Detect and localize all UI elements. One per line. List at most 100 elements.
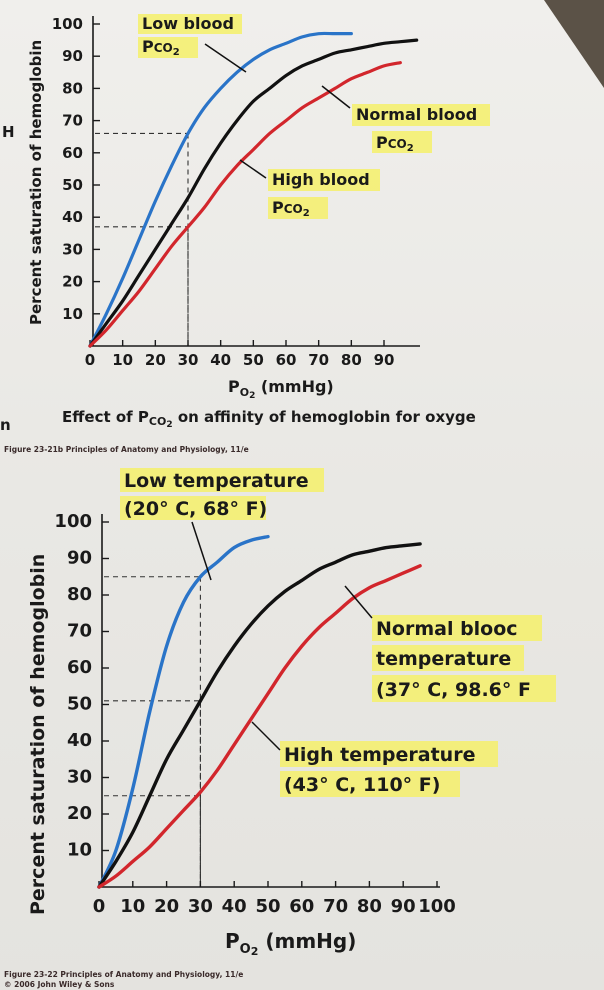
series-line-2 [97,564,422,889]
highlight [372,131,432,153]
x-tick-label: 100 [418,896,456,917]
x-tick-label: 60 [289,896,314,917]
highlight [268,169,380,191]
annotation-leader [191,521,212,581]
x-tick-label: 0 [85,351,95,369]
series-line-0 [88,31,353,348]
annotation-leader [344,585,373,619]
x-tick-label: 70 [323,896,348,917]
annotation-leader [321,85,351,109]
annotation-leader [204,43,247,73]
annotation-normal-temp-line1: Normal blooc [376,618,518,640]
x-tick-label: 20 [154,896,179,917]
x-tick-label: 10 [112,351,133,369]
y-tick-label: 40 [67,730,92,751]
figure-caption-1: Effect of PCO2 on affinity of hemoglobin… [62,408,476,430]
series-line-0 [97,534,270,889]
margin-letter: n [0,416,11,434]
axes [90,16,420,347]
x-tick-label: 30 [188,896,213,917]
y-ticks: 10 20 30 40 50 60 70 80 90 100 [52,15,100,323]
annotation-normal-temp-line3: (37° C, 98.6° F [376,679,531,701]
annotation-high-pco2-line1: High blood [272,170,370,189]
guide-lines [95,132,189,346]
series-line-2 [88,61,402,348]
y-tick-label: 20 [62,273,83,291]
y-tick-label: 90 [62,47,83,65]
x-tick-label: 80 [357,896,382,917]
highlight [268,197,328,219]
annotation-leader [239,159,267,179]
annotation-normal-temp-line2: temperature [376,648,511,670]
x-ticks: 0 10 20 30 40 50 60 70 80 90 100 [93,881,456,917]
highlight [372,675,556,702]
series-line-1 [88,38,419,348]
figure-credit-2: Figure 23-22 Principles of Anatomy and P… [4,970,243,979]
x-tick-label: 10 [120,896,145,917]
y-tick-label: 70 [67,621,92,642]
series-line-1 [97,542,422,889]
y-tick-label: 30 [67,767,92,788]
annotation-high-temp-line2: (43° C, 110° F) [284,774,440,796]
y-tick-label: 80 [62,79,83,97]
y-tick-label: 50 [62,176,83,194]
x-tick-label: 80 [341,351,362,369]
highlight [120,468,324,492]
y-tick-label: 50 [67,694,92,715]
y-tick-label: 40 [62,208,83,226]
y-tick-label: 60 [67,657,92,678]
y-tick-label: 20 [67,803,92,824]
y-tick-label: 10 [67,840,92,861]
highlight [280,771,460,797]
x-tick-label: 50 [243,351,264,369]
annotation-low-temp-line2: (20° C, 68° F) [124,498,267,520]
annotation-high-temp-line1: High temperature [284,744,475,766]
highlight [372,645,524,671]
y-tick-label: 100 [52,15,83,33]
page-corner-shadow [544,0,604,88]
y-tick-label: 80 [67,584,92,605]
y-tick-label: 100 [54,511,92,532]
x-tick-label: 40 [210,351,231,369]
y-tick-label: 70 [62,112,83,130]
x-axis-label: PO2 (mmHg) [225,929,356,958]
y-tick-label: 10 [62,305,83,323]
x-tick-label: 20 [145,351,166,369]
annotation-normal-pco2-line2: PCO2 [376,133,414,154]
y-ticks: 10 20 30 40 50 60 70 80 90 100 [54,511,109,861]
series-lines [97,534,422,889]
annotation-low-pco2-line2: PCO2 [142,37,180,58]
y-tick-label: 60 [62,144,83,162]
figure-credit-1: Figure 23-21b Principles of Anatomy and … [4,445,249,454]
annotation-low-pco2-line1: Low blood [142,14,234,33]
chart-temperature: 10 20 30 40 50 60 70 80 90 100 0 10 20 30 40 50 60 70 80 9… [27,468,556,958]
x-tick-label: 60 [276,351,297,369]
y-axis-label: Percent saturation of hemoglobin [27,40,45,325]
x-tick-label: 30 [178,351,199,369]
chart-pco2: 10 20 30 40 50 60 70 80 90 100 0 10 20 30 40 50 60 70 80 9… [27,14,490,401]
y-tick-label: 30 [62,240,83,258]
highlight [280,741,498,767]
x-tick-label: 40 [222,896,247,917]
x-ticks: 0 10 20 30 40 50 60 70 80 90 [85,340,395,369]
highlight [120,496,266,520]
annotation-low-temp-line1: Low temperature [124,470,309,492]
x-tick-label: 90 [374,351,395,369]
annotation-leader [251,721,281,751]
x-tick-label: 0 [93,896,106,917]
highlight [372,615,542,641]
x-axis-label: PO2 (mmHg) [228,377,334,401]
margin-letter: H [2,123,15,141]
highlight [138,37,198,58]
y-axis-label: Percent saturation of hemoglobin [27,554,49,915]
y-tick-label: 90 [67,548,92,569]
highlight [352,104,490,126]
x-tick-label: 70 [308,351,329,369]
annotation-normal-pco2-line1: Normal blood [356,105,477,124]
x-tick-label: 50 [255,896,280,917]
series-lines [88,31,419,348]
axes [99,514,440,888]
annotation-high-pco2-line2: PCO2 [272,198,310,219]
